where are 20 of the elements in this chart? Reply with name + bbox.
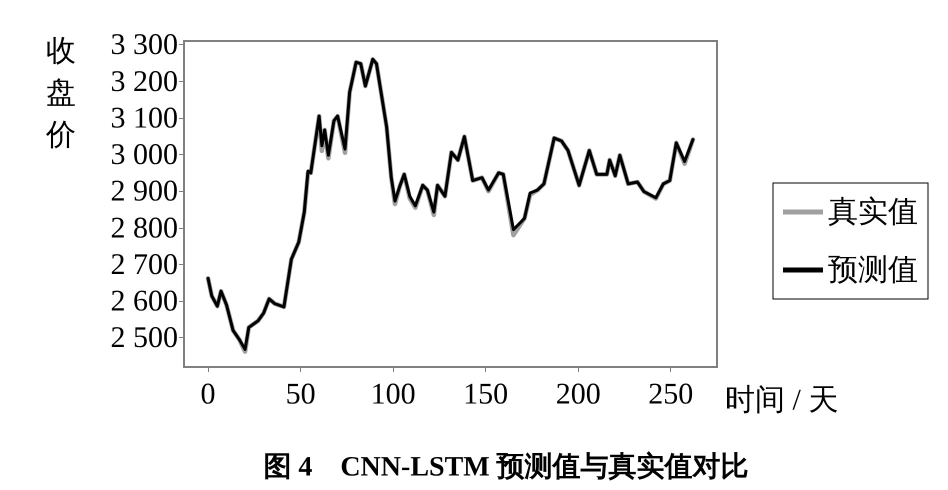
y-tick-label: 3 200: [110, 64, 178, 98]
x-axis-title: 时间 / 天: [725, 384, 838, 416]
x-tick-label: 150: [463, 378, 508, 410]
x-tick-label: 200: [556, 378, 601, 410]
x-tick-label: 0: [200, 378, 216, 410]
legend-label: 预测值: [828, 254, 918, 286]
y-tick-label: 2 600: [110, 284, 178, 318]
y-axis-title: 收盘价: [45, 34, 76, 152]
x-tick-label: 100: [370, 378, 416, 410]
y-tick-label: 2 900: [110, 174, 178, 208]
y-tick-label: 2 800: [110, 211, 178, 244]
y-tick-label: 2 700: [110, 248, 178, 281]
y-tick-label: 2 500: [110, 321, 178, 354]
y-tick-label: 3 000: [110, 138, 178, 172]
x-tick-label: 50: [286, 378, 316, 410]
y-tick-label: 3 300: [110, 28, 178, 62]
text: 图 4 CNN-LSTM 预测值与真实值对比: [263, 450, 749, 482]
x-tick-label: 250: [648, 378, 694, 410]
legend-label: 真实值: [828, 196, 918, 228]
y-tick-label: 3 100: [110, 101, 178, 134]
